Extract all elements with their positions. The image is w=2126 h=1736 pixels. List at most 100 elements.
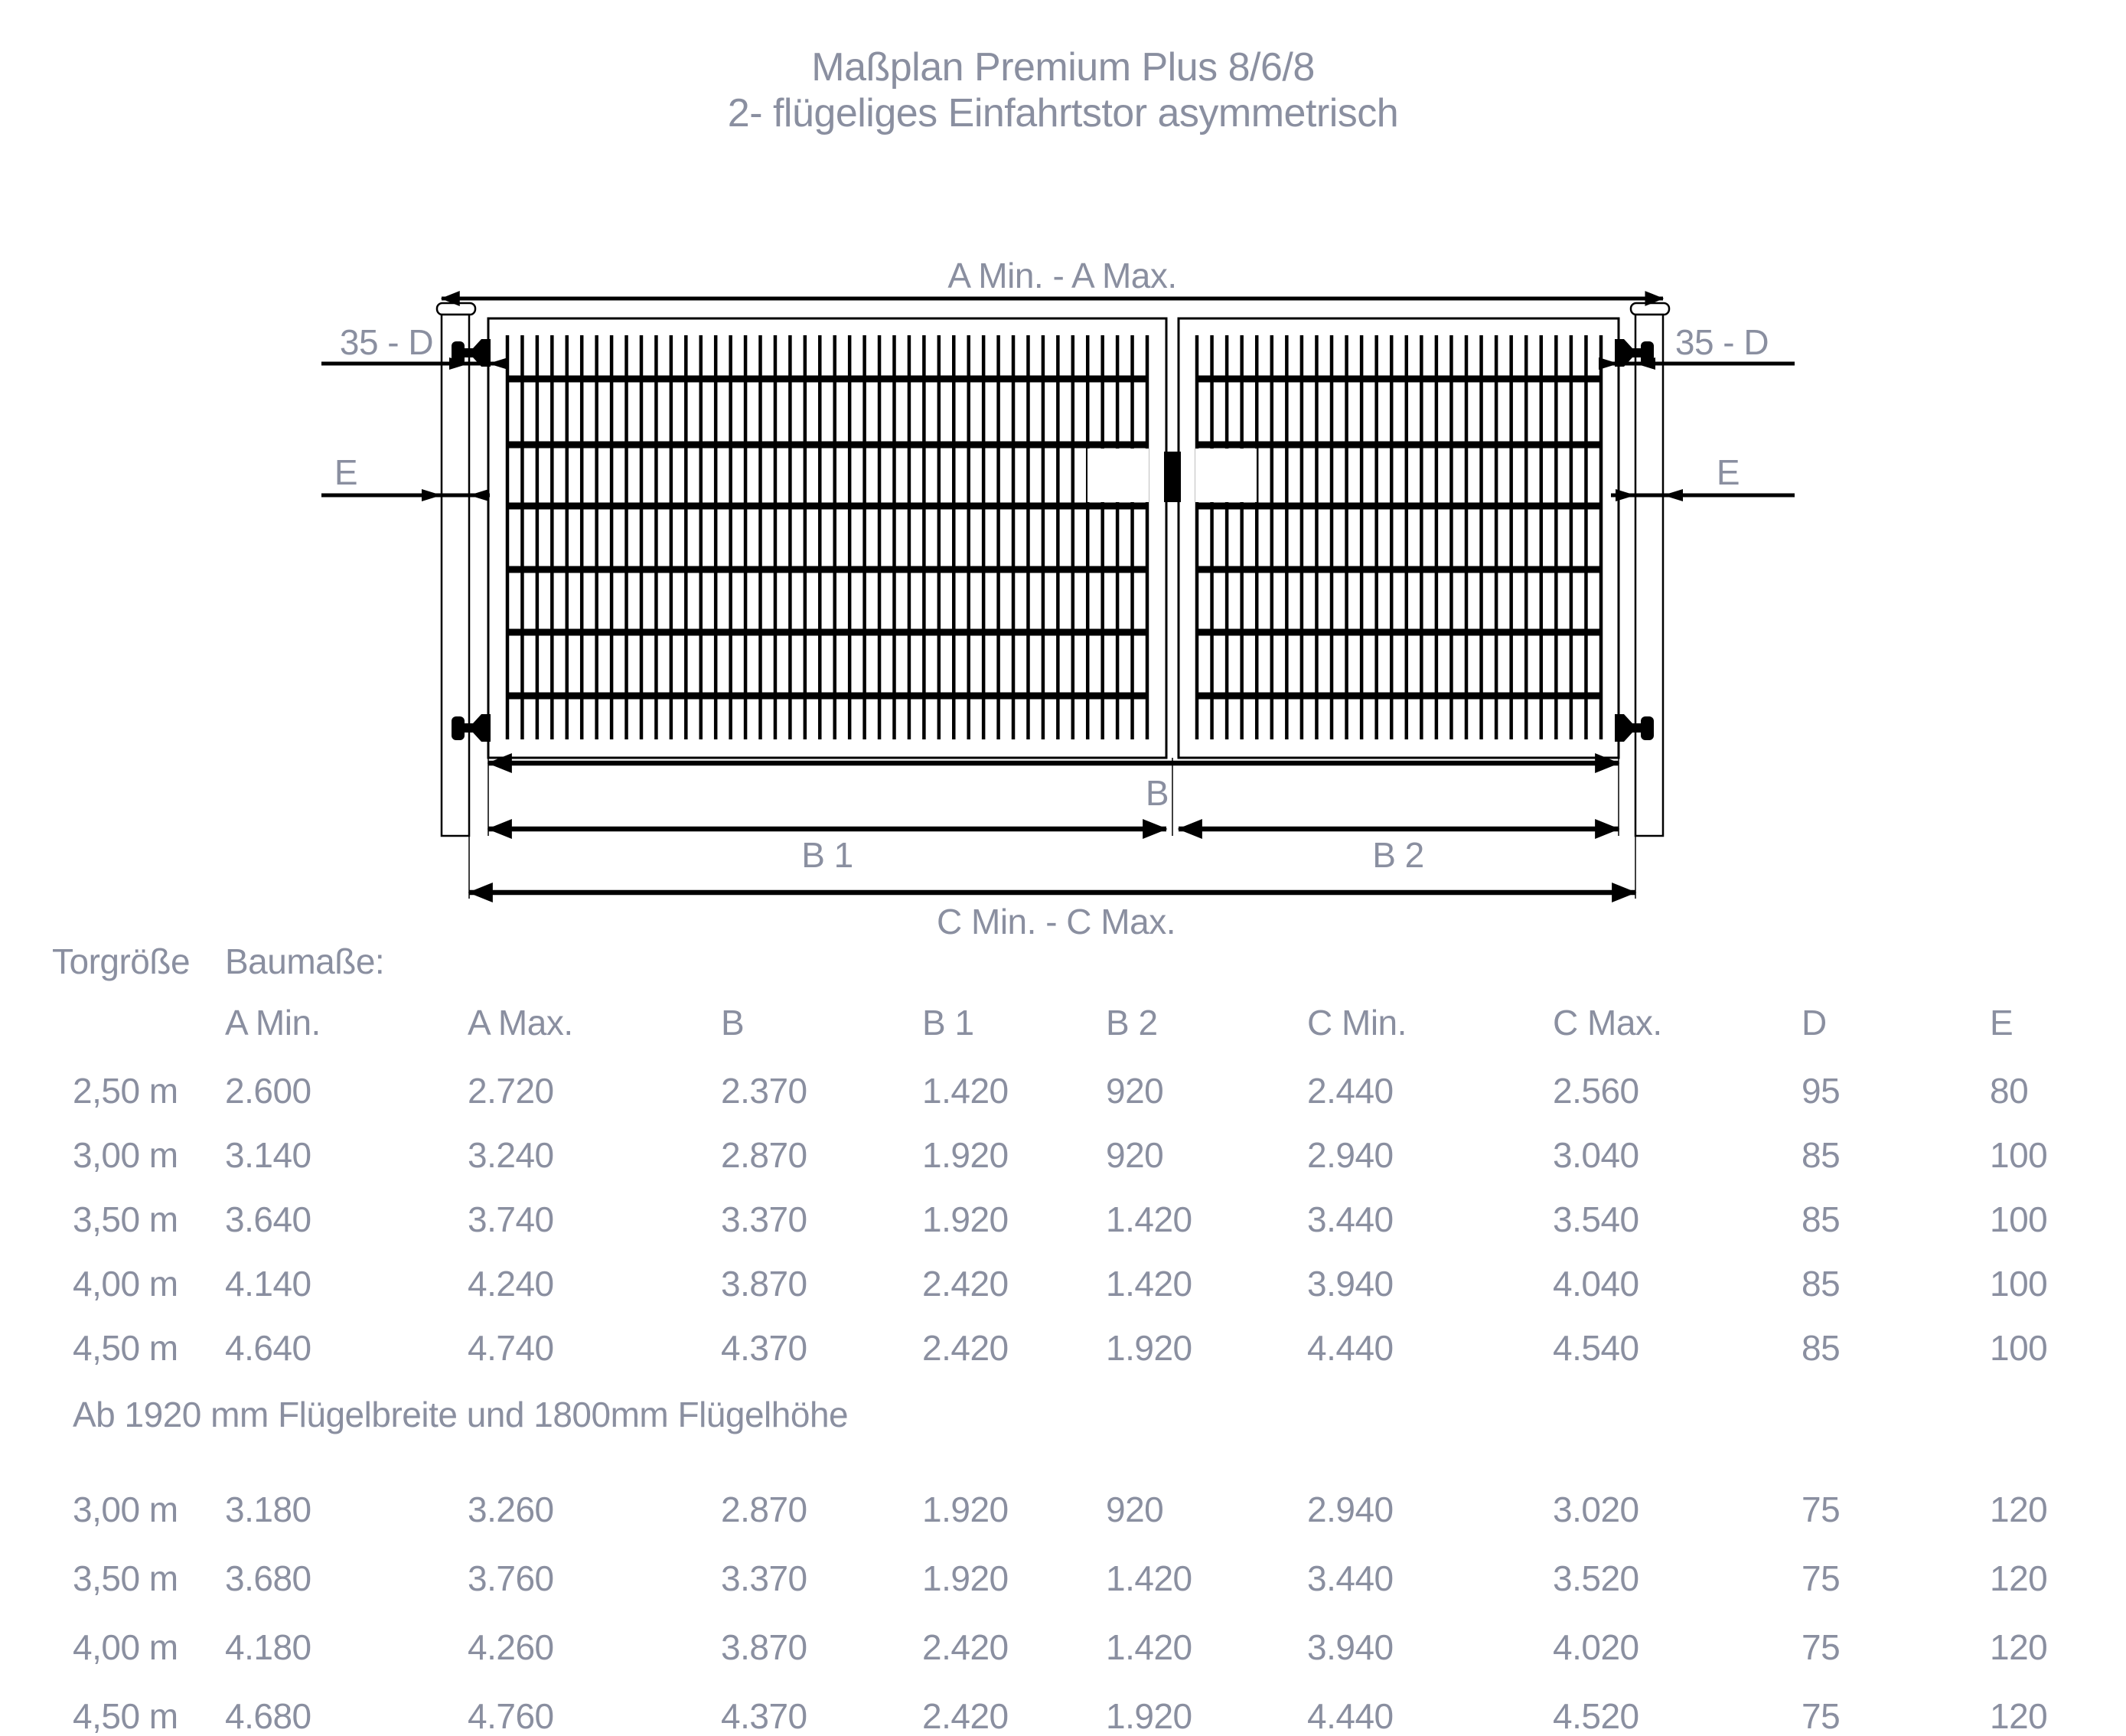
- left-wing-mesh: [505, 335, 1149, 739]
- column-header: B 2: [1106, 1003, 1158, 1043]
- row-size: 3,00 m: [73, 1490, 178, 1529]
- row-size: 3,50 m: [73, 1199, 178, 1239]
- row-value: 4.740: [468, 1328, 554, 1368]
- column-header: B: [721, 1003, 745, 1043]
- row-value: 1.920: [922, 1135, 1009, 1175]
- dim-label-b1: B 1: [801, 835, 853, 875]
- row-value: 3.440: [1307, 1199, 1394, 1239]
- row-value: 4.680: [225, 1696, 311, 1736]
- row-value: 1.420: [1106, 1627, 1192, 1667]
- row-value: 2.940: [1307, 1135, 1394, 1175]
- column-header: C Min.: [1307, 1003, 1407, 1043]
- row-value: 75: [1802, 1627, 1841, 1667]
- row-value: 4.140: [225, 1264, 311, 1304]
- table-row: 4,50 m 4.680 4.760 4.370 2.420 1.920 4.440 4.52…: [0, 1692, 2126, 1736]
- row-value: 1.920: [922, 1490, 1009, 1529]
- row-value: 2.440: [1307, 1071, 1394, 1111]
- header-spacer: [0, 998, 225, 1047]
- row-value: 1.420: [1106, 1264, 1192, 1304]
- row-value: 2.940: [1307, 1490, 1394, 1529]
- right-wing-mesh: [1195, 335, 1603, 739]
- row-value: 2.600: [225, 1071, 311, 1111]
- left-wing-horizontal-bars: [507, 375, 1147, 700]
- dim-label-e-left: E: [334, 452, 357, 492]
- dim-label-a: A Min. - A Max.: [947, 256, 1176, 295]
- table-row: 3,50 m 3.680 3.760 3.370 1.920 1.420 3.440 3.52…: [0, 1554, 2126, 1603]
- row-value: 3.740: [468, 1199, 554, 1239]
- row-value: 2.720: [468, 1071, 554, 1111]
- row-value: 3.680: [225, 1558, 311, 1598]
- dim-label-e-right: E: [1717, 452, 1740, 492]
- row-value: 85: [1802, 1264, 1841, 1304]
- column-header: D: [1802, 1003, 1827, 1043]
- row-value: 4.180: [225, 1627, 311, 1667]
- row-value: 4.640: [225, 1328, 311, 1368]
- row-value: 2.420: [922, 1627, 1009, 1667]
- row-size: 3,00 m: [73, 1135, 178, 1175]
- column-header: C Max.: [1553, 1003, 1662, 1043]
- header-baumasse: Baumaße:: [225, 941, 385, 981]
- right-post: [1634, 313, 1665, 837]
- arrowhead: [1663, 489, 1683, 501]
- wing-size-note: Ab 1920 mm Flügelbreite und 1800mm Flüge…: [73, 1395, 849, 1434]
- column-header: A Min.: [225, 1003, 321, 1043]
- row-value: 2.560: [1553, 1071, 1639, 1111]
- right-lock-area: [1195, 449, 1257, 502]
- row-value: 920: [1106, 1071, 1164, 1111]
- row-value: 95: [1802, 1071, 1841, 1111]
- table-row: 4,00 m 4.140 4.240 3.870 2.420 1.420 3.940 4.04…: [0, 1259, 2126, 1308]
- row-value: 85: [1802, 1199, 1841, 1239]
- row-value: 920: [1106, 1490, 1164, 1529]
- row-value: 3.140: [225, 1135, 311, 1175]
- row-value: 1.920: [922, 1558, 1009, 1598]
- title-line2: 2- flügeliges Einfahrtstor asymmetrisch: [727, 91, 1399, 135]
- row-value: 3.180: [225, 1490, 311, 1529]
- row-value: 3.260: [468, 1490, 554, 1529]
- row-value: 75: [1802, 1558, 1841, 1598]
- table-row: 4,50 m 4.640 4.740 4.370 2.420 1.920 4.440 4.54…: [0, 1323, 2126, 1372]
- table-row: 3,00 m 3.180 3.260 2.870 1.920 920 2.940 3.020 7…: [0, 1485, 2126, 1534]
- row-value: 2.420: [922, 1696, 1009, 1736]
- dim-label-b: B: [1146, 773, 1169, 813]
- column-header: A Max.: [468, 1003, 573, 1043]
- row-value: 3.940: [1307, 1264, 1394, 1304]
- row-value: 1.420: [1106, 1558, 1192, 1598]
- gate-diagram: A Min. - A Max. 35 - D 35 - D E E B: [321, 256, 1795, 941]
- right-wing-horizontal-bars: [1197, 375, 1601, 700]
- table-row: 2,50 m 2.600 2.720 2.370 1.420 920 2.440 2.560 9…: [0, 1066, 2126, 1115]
- row-value: 4.540: [1553, 1328, 1639, 1368]
- header-torgroesse: Torgröße: [52, 941, 191, 981]
- row-size: 4,50 m: [73, 1328, 178, 1368]
- row-value: 3.870: [721, 1264, 807, 1304]
- column-header: E: [1990, 1003, 2014, 1043]
- row-value: 100: [1990, 1264, 2048, 1304]
- row-value: 3.370: [721, 1199, 807, 1239]
- row-value: 4.760: [468, 1696, 554, 1736]
- row-value: 2.420: [922, 1328, 1009, 1368]
- row-value: 3.870: [721, 1627, 807, 1667]
- row-value: 75: [1802, 1696, 1841, 1736]
- row-value: 4.040: [1553, 1264, 1639, 1304]
- row-value: 100: [1990, 1328, 2048, 1368]
- arrowhead: [488, 357, 508, 370]
- row-value: 3.040: [1553, 1135, 1639, 1175]
- row-value: 85: [1802, 1328, 1841, 1368]
- row-value: 3.940: [1307, 1627, 1394, 1667]
- row-value: 100: [1990, 1199, 2048, 1239]
- row-value: 2.420: [922, 1264, 1009, 1304]
- row-value: 120: [1990, 1696, 2048, 1736]
- row-value: 4.370: [721, 1328, 807, 1368]
- row-size: 3,50 m: [73, 1558, 178, 1598]
- row-value: 4.260: [468, 1627, 554, 1667]
- row-value: 920: [1106, 1135, 1164, 1175]
- row-value: 4.370: [721, 1696, 807, 1736]
- row-value: 4.440: [1307, 1696, 1394, 1736]
- left-post: [440, 313, 471, 837]
- table-row: 3,00 m 3.140 3.240 2.870 1.920 920 2.940 3.040 8…: [0, 1131, 2126, 1180]
- row-value: 2.870: [721, 1490, 807, 1529]
- row-value: 85: [1802, 1135, 1841, 1175]
- arrowhead: [1599, 357, 1619, 370]
- row-value: 3.520: [1553, 1558, 1639, 1598]
